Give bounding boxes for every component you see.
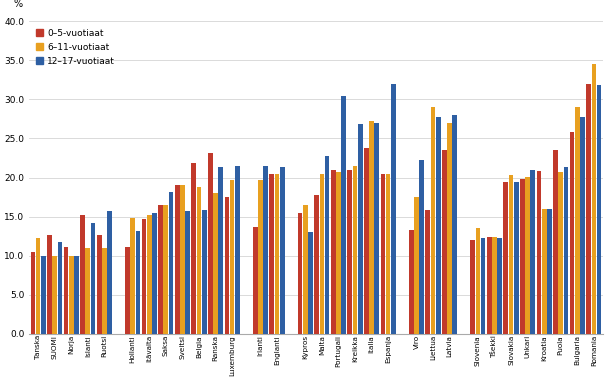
Bar [97, 234, 101, 334]
Bar [202, 210, 206, 334]
Bar [558, 172, 563, 334]
Bar [391, 84, 396, 334]
Bar [580, 117, 585, 334]
Bar [314, 195, 319, 334]
Bar [353, 166, 358, 334]
Bar [531, 170, 535, 334]
Bar [487, 237, 492, 334]
Bar [197, 187, 202, 334]
Bar [341, 95, 346, 334]
Bar [263, 166, 268, 334]
Y-axis label: %: % [13, 0, 22, 9]
Bar [597, 86, 602, 334]
Bar [426, 210, 430, 334]
Bar [253, 227, 257, 334]
Legend: 0–5-vuotiaat, 6–11-vuotiaat, 12–17-vuotiaat: 0–5-vuotiaat, 6–11-vuotiaat, 12–17-vuoti… [33, 26, 118, 68]
Bar [274, 174, 279, 334]
Bar [41, 256, 46, 334]
Bar [447, 123, 452, 334]
Bar [90, 223, 95, 334]
Bar [169, 192, 174, 334]
Bar [163, 205, 168, 334]
Bar [235, 166, 240, 334]
Bar [575, 107, 580, 334]
Bar [442, 150, 447, 334]
Bar [86, 248, 90, 334]
Bar [30, 252, 35, 334]
Bar [219, 167, 223, 334]
Bar [58, 242, 63, 334]
Bar [386, 174, 390, 334]
Bar [503, 182, 508, 334]
Bar [64, 247, 69, 334]
Bar [152, 213, 157, 334]
Bar [586, 84, 591, 334]
Bar [230, 180, 234, 334]
Bar [69, 256, 73, 334]
Bar [563, 167, 568, 334]
Bar [107, 211, 112, 334]
Bar [419, 160, 424, 334]
Bar [308, 232, 313, 334]
Bar [125, 247, 130, 334]
Bar [331, 170, 336, 334]
Bar [497, 238, 502, 334]
Bar [180, 185, 185, 334]
Bar [375, 123, 379, 334]
Bar [547, 209, 552, 334]
Bar [347, 170, 352, 334]
Bar [358, 124, 362, 334]
Bar [280, 167, 285, 334]
Bar [553, 150, 558, 334]
Bar [258, 180, 263, 334]
Bar [74, 256, 79, 334]
Bar [36, 238, 41, 334]
Bar [185, 211, 190, 334]
Bar [191, 163, 196, 334]
Bar [381, 174, 385, 334]
Bar [141, 219, 146, 334]
Bar [208, 153, 212, 334]
Bar [430, 107, 435, 334]
Bar [52, 256, 57, 334]
Bar [525, 177, 530, 334]
Bar [414, 197, 419, 334]
Bar [175, 185, 180, 334]
Bar [492, 237, 497, 334]
Bar [452, 115, 457, 334]
Bar [135, 231, 140, 334]
Bar [409, 230, 413, 334]
Bar [369, 121, 374, 334]
Bar [297, 213, 302, 334]
Bar [303, 205, 308, 334]
Bar [436, 117, 441, 334]
Bar [325, 156, 330, 334]
Bar [470, 240, 475, 334]
Bar [225, 197, 229, 334]
Bar [520, 179, 524, 334]
Bar [591, 64, 596, 334]
Bar [319, 174, 324, 334]
Bar [514, 182, 518, 334]
Bar [158, 205, 163, 334]
Bar [47, 234, 52, 334]
Bar [270, 174, 274, 334]
Bar [542, 209, 546, 334]
Bar [80, 215, 85, 334]
Bar [131, 218, 135, 334]
Bar [364, 148, 368, 334]
Bar [509, 175, 514, 334]
Bar [336, 172, 341, 334]
Bar [475, 228, 480, 334]
Bar [481, 238, 486, 334]
Bar [213, 193, 218, 334]
Bar [537, 171, 541, 334]
Bar [102, 248, 107, 334]
Bar [147, 215, 152, 334]
Bar [570, 132, 574, 334]
